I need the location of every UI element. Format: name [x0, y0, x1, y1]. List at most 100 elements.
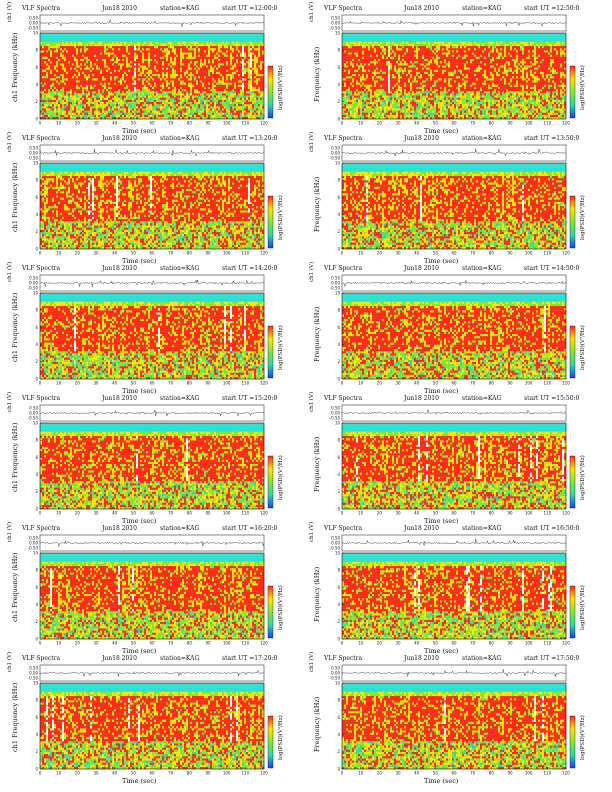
colorbar: [569, 65, 576, 119]
colorbar: [569, 455, 576, 509]
spectrogram-panel: VLF Spectra Jun18 2010 station=KAG start UT…: [309, 132, 592, 265]
chart-start-time: start UT =13:50:0: [524, 136, 579, 142]
x-tick-label: 110: [544, 771, 552, 776]
waveform-tick-label: -0.50: [330, 155, 341, 160]
waveform-tick-label: 0.50: [331, 15, 340, 20]
x-tick-label: 30: [395, 771, 401, 776]
x-tick-label: 50: [433, 771, 439, 776]
waveform-trace: [39, 279, 265, 288]
x-tick-label: 40: [414, 381, 420, 386]
chart-date: Jun18 2010: [404, 396, 439, 402]
y-tick-label: 8: [337, 308, 340, 313]
y-tick-label: 10: [335, 680, 341, 685]
waveform-tick-label: -0.50: [28, 155, 39, 160]
x-tick-label: 90: [205, 381, 211, 386]
chart-start-time: start UT =17:50:0: [524, 656, 579, 662]
waveform-tick-label: 0.50: [331, 145, 340, 150]
waveform-trace: [39, 19, 265, 27]
spectrogram-svg: 0.500.00-0.500 10 20 30 40 50 60 70 80 90 100 110 12…: [330, 274, 576, 386]
y-tick-label: 8: [337, 568, 340, 573]
chart-title: VLF Spectra: [324, 266, 362, 272]
x-tick-label: 10: [56, 251, 62, 256]
chart-title: VLF Spectra: [324, 136, 362, 142]
waveform-frame: [341, 144, 567, 162]
x-tick-label: 80: [489, 121, 495, 126]
time-xlabel: Time (sec): [122, 257, 156, 265]
y-tick-label: 4: [337, 732, 340, 737]
x-tick-label: 10: [56, 771, 62, 776]
chart-start-time: start UT =15:50:0: [524, 396, 579, 402]
x-tick-label: 50: [131, 251, 137, 256]
x-tick-label: 50: [131, 121, 137, 126]
waveform-tick-label: 0.00: [331, 150, 340, 155]
waveform-trace: [341, 538, 567, 546]
x-tick-label: 20: [75, 121, 81, 126]
y-tick-label: 10: [335, 160, 341, 165]
colorbar: [267, 715, 274, 769]
spectrogram-panel: VLF Spectra Jun18 2010 station=KAG start UT…: [309, 392, 592, 525]
y-tick-label: 8: [35, 568, 38, 573]
x-tick-label: 0: [39, 121, 42, 126]
chart-date: Jun18 2010: [102, 526, 137, 532]
chart-start-time: start UT =12:50:0: [524, 6, 579, 12]
x-tick-label: 20: [75, 251, 81, 256]
x-tick-label: 40: [414, 251, 420, 256]
y-tick-label: 4: [35, 602, 38, 607]
y-tick-label: 4: [35, 472, 38, 477]
y-tick-label: 4: [337, 342, 340, 347]
chart-title: VLF Spectra: [22, 6, 60, 12]
chart-start-time: start UT =12:00:0: [222, 6, 277, 12]
x-tick-label: 50: [131, 641, 137, 646]
spectrogram-cells: [40, 293, 265, 380]
time-xlabel: Time (sec): [424, 777, 458, 785]
chart-start-time: start UT =15:20:0: [222, 396, 277, 402]
x-tick-label: 40: [112, 771, 118, 776]
x-tick-label: 120: [260, 381, 268, 386]
y-tick-label: 0: [337, 766, 340, 771]
waveform-tick-label: 0.00: [331, 540, 340, 545]
y-tick-label: 2: [35, 229, 38, 234]
colorbar: [569, 715, 576, 769]
spectrogram-cells: [342, 163, 567, 250]
x-tick-label: 60: [149, 511, 155, 516]
time-xlabel: Time (sec): [122, 127, 156, 135]
chart-date: Jun18 2010: [102, 396, 137, 402]
y-tick-label: 2: [35, 99, 38, 104]
x-tick-label: 40: [112, 381, 118, 386]
x-tick-label: 100: [223, 641, 231, 646]
y-tick-label: 4: [35, 732, 38, 737]
colorbar: [569, 585, 576, 639]
x-tick-label: 60: [451, 641, 457, 646]
colorbar: [267, 195, 274, 249]
spectrogram-cells: [342, 293, 567, 380]
x-tick-label: 90: [205, 121, 211, 126]
chart-title: VLF Spectra: [324, 526, 362, 532]
x-tick-label: 20: [377, 511, 383, 516]
x-tick-label: 0: [341, 511, 344, 516]
chart-date: Jun18 2010: [404, 656, 439, 662]
spectrogram-cells: [40, 163, 265, 250]
y-tick-label: 2: [337, 489, 340, 494]
x-tick-label: 90: [205, 511, 211, 516]
time-xlabel: Time (sec): [122, 647, 156, 655]
x-tick-label: 30: [395, 641, 401, 646]
y-tick-label: 10: [33, 550, 39, 555]
waveform-tick-label: -0.50: [330, 415, 341, 420]
x-tick-label: 0: [341, 121, 344, 126]
spectrogram-panel: VLF Spectra Jun18 2010 station=KAG start UT…: [7, 652, 290, 785]
x-tick-label: 80: [489, 771, 495, 776]
waveform-trace: [39, 669, 265, 677]
x-tick-label: 10: [56, 641, 62, 646]
x-tick-label: 10: [358, 641, 364, 646]
waveform-tick-label: 0.00: [29, 280, 38, 285]
x-tick-label: 80: [489, 381, 495, 386]
waveform-tick-label: 0.00: [29, 150, 38, 155]
x-tick-label: 10: [358, 251, 364, 256]
spectrogram-cells: [342, 33, 567, 120]
y-tick-label: 6: [337, 195, 340, 200]
y-tick-label: 10: [33, 30, 39, 35]
x-tick-label: 40: [414, 641, 420, 646]
x-tick-label: 120: [260, 121, 268, 126]
x-tick-label: 10: [358, 771, 364, 776]
x-tick-label: 70: [470, 121, 476, 126]
